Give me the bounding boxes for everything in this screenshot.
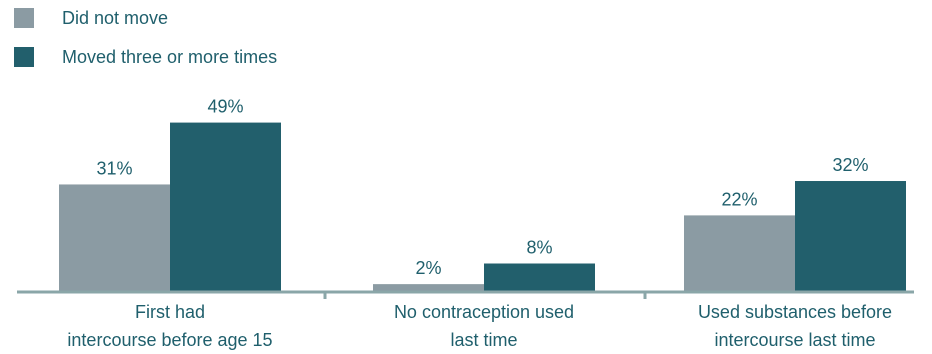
- legend-item-moved-three-or-more: Moved three or more times: [14, 47, 277, 67]
- data-label-series0-cat0: 31%: [96, 158, 132, 178]
- category-label-cat1-line0: No contraception used: [394, 302, 574, 322]
- data-label-series0-cat2: 22%: [721, 189, 757, 209]
- category-label-cat0-line0: First had: [135, 302, 205, 322]
- bar-series1-cat1: [484, 263, 595, 291]
- category-label-cat2-line0: Used substances before: [698, 302, 892, 322]
- data-label-series1-cat2: 32%: [832, 155, 868, 175]
- bar-series1-cat2: [795, 181, 906, 291]
- legend-label-moved-three-or-more: Moved three or more times: [62, 46, 278, 67]
- legend-label-did-not-move: Did not move: [62, 7, 169, 28]
- data-label-series1-cat0: 49%: [207, 97, 243, 117]
- legend-swatch-moved-three-or-more: [14, 47, 34, 67]
- data-label-series0-cat1: 2%: [415, 258, 441, 278]
- category-label-cat0-line1: intercourse before age 15: [67, 330, 272, 350]
- data-label-series1-cat1: 8%: [526, 238, 552, 258]
- category-label-cat1-line1: last time: [450, 330, 517, 350]
- legend-swatch-did-not-move: [14, 8, 34, 28]
- legend: Did not move Moved three or more times: [14, 8, 277, 86]
- bar-series0-cat0: [59, 184, 170, 291]
- category-label-cat2-line1: intercourse last time: [714, 330, 875, 350]
- bar-series0-cat2: [684, 215, 795, 291]
- legend-item-did-not-move: Did not move: [14, 8, 277, 28]
- bar-series0-cat1: [373, 284, 484, 291]
- bar-series1-cat0: [170, 122, 281, 291]
